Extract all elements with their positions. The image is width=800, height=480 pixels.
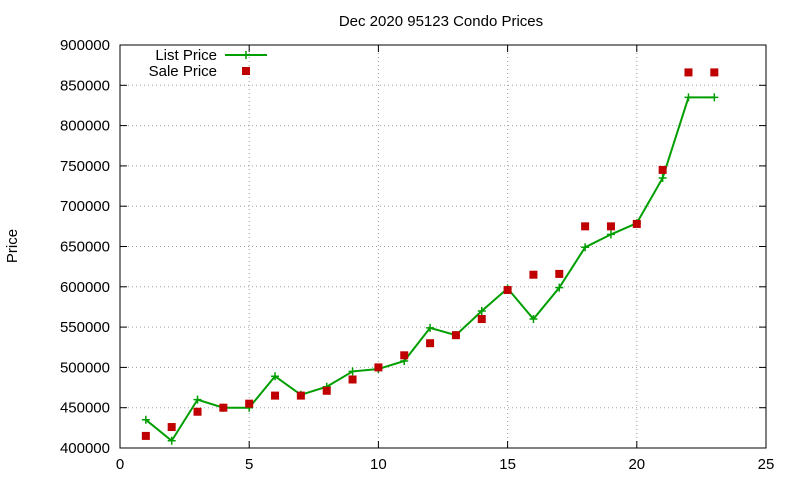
data-point [141, 431, 150, 440]
data-point [167, 423, 176, 432]
series-sale-price [141, 68, 719, 440]
y-tick-label: 500000 [60, 359, 110, 376]
data-point [529, 270, 538, 279]
y-tick-label: 550000 [60, 319, 110, 336]
data-point [529, 315, 538, 324]
data-point [581, 222, 590, 231]
y-tick-label: 850000 [60, 77, 110, 94]
legend-label: List Price [155, 47, 217, 64]
y-tick-label: 650000 [60, 239, 110, 256]
legend-label: Sale Price [149, 63, 217, 80]
data-point [581, 243, 590, 252]
data-point [322, 386, 331, 395]
data-point [503, 286, 512, 295]
data-point [348, 375, 357, 384]
x-tick-label: 10 [370, 456, 387, 473]
data-point [348, 367, 357, 376]
y-tick-label: 450000 [60, 400, 110, 417]
data-point [477, 306, 486, 315]
data-point [684, 93, 693, 102]
legend-marker [242, 67, 250, 75]
data-point [632, 219, 641, 228]
data-point [271, 391, 280, 400]
data-point [606, 230, 615, 239]
x-tick-label: 15 [499, 456, 516, 473]
data-point [141, 415, 150, 424]
data-point [451, 331, 460, 340]
y-tick-label: 600000 [60, 279, 110, 296]
chart-title: Dec 2020 95123 Condo Prices [339, 13, 543, 30]
x-tick-label: 20 [628, 456, 645, 473]
legend-marker [242, 51, 250, 59]
y-tick-label: 900000 [60, 37, 110, 54]
data-point [245, 399, 254, 408]
y-tick-label: 400000 [60, 440, 110, 457]
data-point [193, 395, 202, 404]
data-point [555, 269, 564, 278]
axis-ticks: 400000 450000 500000 550000 600000 650000 7000… [60, 37, 774, 473]
data-point [426, 339, 435, 348]
series-list-price [141, 93, 719, 445]
data-point [477, 315, 486, 324]
data-point [271, 372, 280, 381]
data-point [658, 173, 667, 182]
data-point [710, 93, 719, 102]
data-point [374, 363, 383, 372]
y-tick-label: 800000 [60, 118, 110, 135]
data-point [710, 68, 719, 77]
data-point [684, 68, 693, 77]
data-point [658, 165, 667, 174]
x-tick-label: 5 [245, 456, 253, 473]
data-point [296, 391, 305, 400]
series-layer [141, 68, 719, 445]
data-point [426, 323, 435, 332]
data-point [606, 222, 615, 231]
y-tick-label: 700000 [60, 198, 110, 215]
data-point [167, 436, 176, 445]
data-point [555, 283, 564, 292]
data-point [193, 407, 202, 416]
data-point [400, 351, 409, 360]
x-tick-label: 0 [116, 456, 124, 473]
grid-lines [120, 45, 766, 448]
y-tick-label: 750000 [60, 158, 110, 175]
data-point [219, 403, 228, 412]
x-tick-label: 25 [758, 456, 775, 473]
series-line [145, 96, 715, 443]
y-axis-label: Price [4, 229, 21, 263]
